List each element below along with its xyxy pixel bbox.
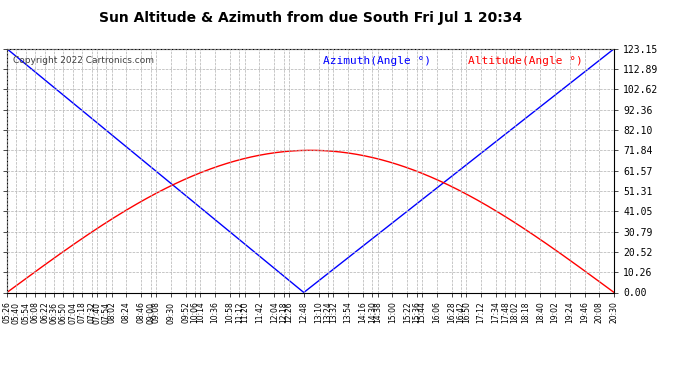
Text: Altitude(Angle °): Altitude(Angle °) xyxy=(469,56,583,66)
Text: Azimuth(Angle °): Azimuth(Angle °) xyxy=(323,56,431,66)
Text: Copyright 2022 Cartronics.com: Copyright 2022 Cartronics.com xyxy=(13,56,154,65)
Text: Sun Altitude & Azimuth from due South Fri Jul 1 20:34: Sun Altitude & Azimuth from due South Fr… xyxy=(99,11,522,25)
